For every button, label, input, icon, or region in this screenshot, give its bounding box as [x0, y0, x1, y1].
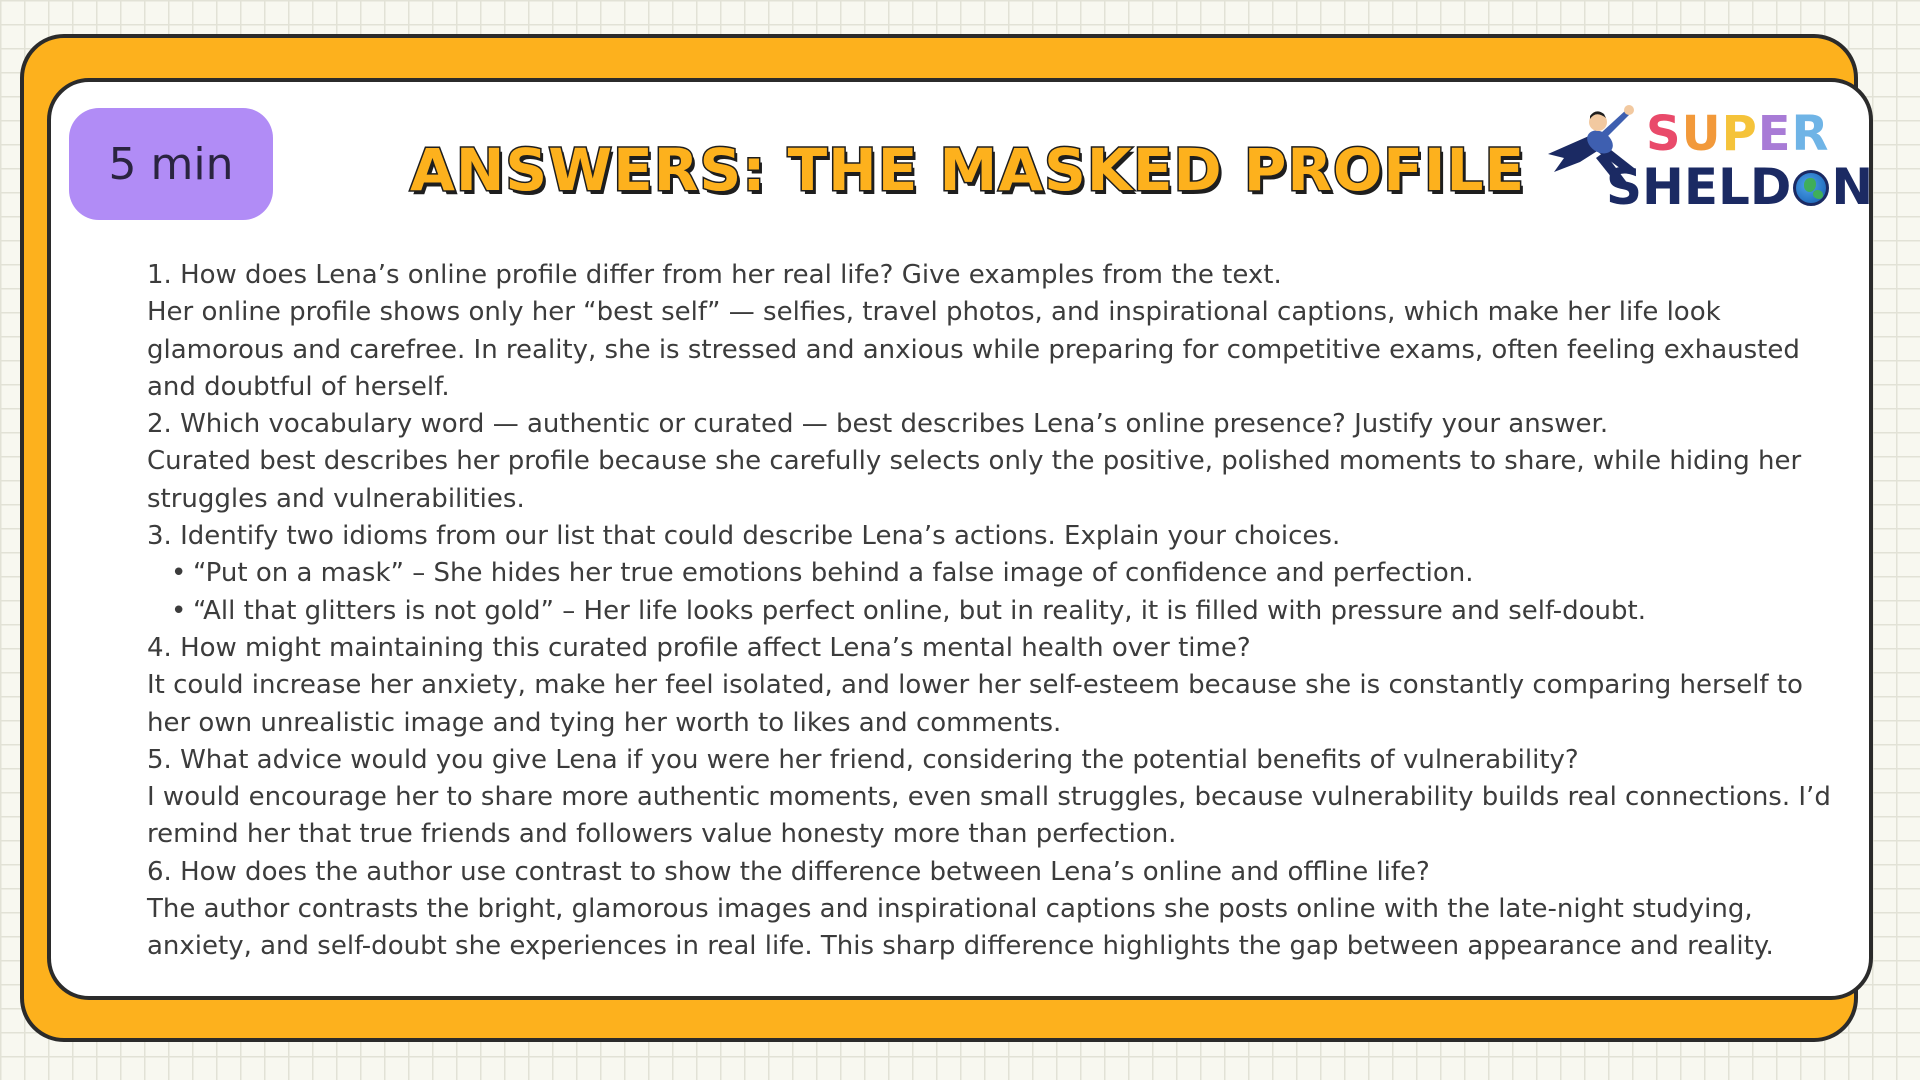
super-sheldon-logo: SUPER SHELD N [1540, 92, 1873, 222]
list-item: “Put on a mask” – She hides her true emo… [147, 555, 1847, 593]
question-6: 6. How does the author use contrast to s… [147, 856, 1430, 887]
logo-letter: S [1646, 106, 1682, 162]
question-5: 5. What advice would you give Lena if yo… [147, 744, 1579, 775]
question-4: 4. How might maintaining this curated pr… [147, 632, 1251, 663]
question-3: 3. Identify two idioms from our list tha… [147, 521, 1341, 552]
logo-letter: U [1681, 106, 1722, 162]
logo-letter: R [1791, 106, 1830, 162]
logo-letter: P [1721, 106, 1758, 162]
answer-1: Her online profile shows only her “best … [147, 297, 1800, 402]
flying-superhero-icon [1548, 105, 1634, 188]
answers-content: 1. How does Lena’s online profile differ… [147, 257, 1847, 966]
answer-2: Curated best describes her profile becau… [147, 446, 1802, 514]
logo-super-text: SUPER [1646, 110, 1830, 158]
logo-sheldon-end: N [1831, 158, 1874, 216]
content-card [47, 78, 1873, 1000]
page-title: ANSWERS: THE MASKED PROFILE [409, 135, 1526, 206]
idiom-list: “Put on a mask” – She hides her true emo… [147, 555, 1847, 630]
answer-4: It could increase her anxiety, make her … [147, 670, 1803, 738]
answer-5: I would encourage her to share more auth… [147, 782, 1831, 850]
question-2: 2. Which vocabulary word — authentic or … [147, 409, 1609, 440]
question-1: 1. How does Lena’s online profile differ… [147, 260, 1282, 290]
answer-6: The author contrasts the bright, glamoro… [147, 894, 1774, 962]
time-badge: 5 min [69, 108, 273, 220]
logo-sheldon-text: SHELD N [1606, 162, 1873, 212]
logo-sheldon-start: SHELD [1606, 158, 1792, 216]
globe-icon [1793, 170, 1830, 206]
logo-letter: E [1757, 106, 1792, 162]
list-item: “All that glitters is not gold” – Her li… [147, 593, 1847, 631]
